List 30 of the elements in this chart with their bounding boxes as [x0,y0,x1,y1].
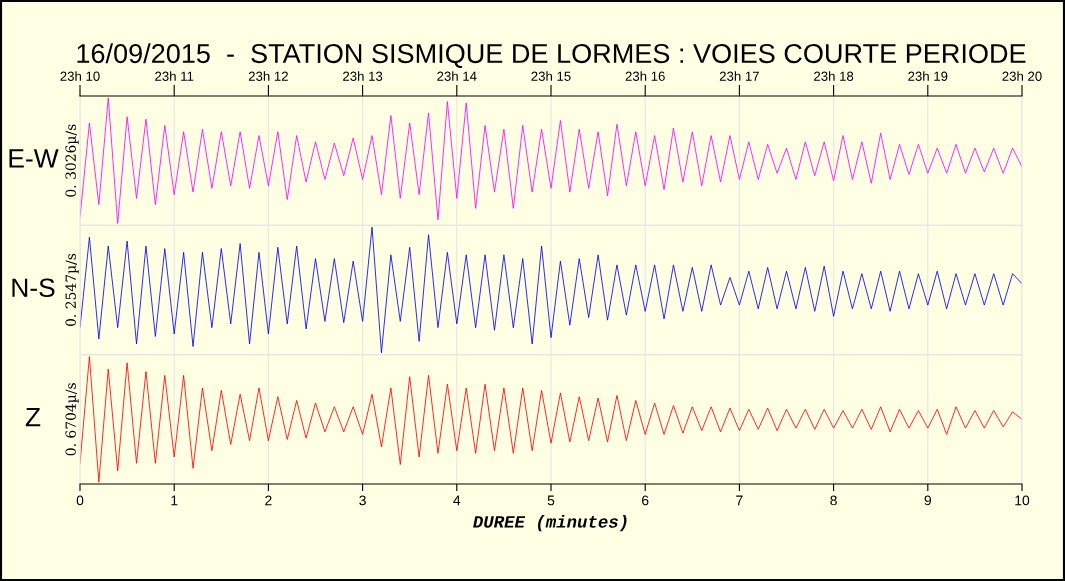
x2-tick-label: 23h 10 [60,71,100,81]
chart-title: 16/09/2015 - STATION SISMIQUE DE LORMES : VOIES COURTE PERIODE [77,43,1026,68]
y-axis-title: 0. 2547µ/s [65,253,79,327]
x-axis-title: DUREE (minutes) [473,515,627,532]
x-tick-label: 7 [736,495,743,506]
y-axis-title: 0. 3026µ/s [65,124,79,197]
x-tick-label: 2 [265,495,272,506]
series-label: Z [25,408,41,427]
x-tick-label: 10 [1015,495,1030,506]
x2-tick-label: 23h 18 [814,71,854,81]
x2-tick-label: 23h 13 [343,71,383,81]
x-tick-label: 5 [547,495,555,506]
x-tick-label: 0 [76,495,84,506]
x2-tick-label: 23h 19 [908,71,948,81]
x2-tick-label: 23h 14 [437,71,477,81]
x-tick-label: 9 [924,495,931,506]
x-tick-label: 1 [171,495,178,506]
series-label: E-W [9,149,59,168]
x2-tick-label: 23h 11 [155,71,194,81]
x2-tick-label: 23h 16 [625,71,665,81]
x2-tick-label: 23h 20 [1002,71,1042,81]
y-axis-title: 0. 6704µ/s [65,383,79,456]
x-tick-label: 4 [453,495,461,506]
x-tick-label: 6 [642,495,649,506]
series-label: N-S [12,278,55,298]
x-tick-label: 3 [359,495,366,506]
x2-tick-label: 23h 15 [531,71,571,81]
x2-tick-label: 23h 17 [719,71,759,81]
x-tick-label: 8 [830,495,837,506]
x2-tick-label: 23h 12 [248,71,288,81]
